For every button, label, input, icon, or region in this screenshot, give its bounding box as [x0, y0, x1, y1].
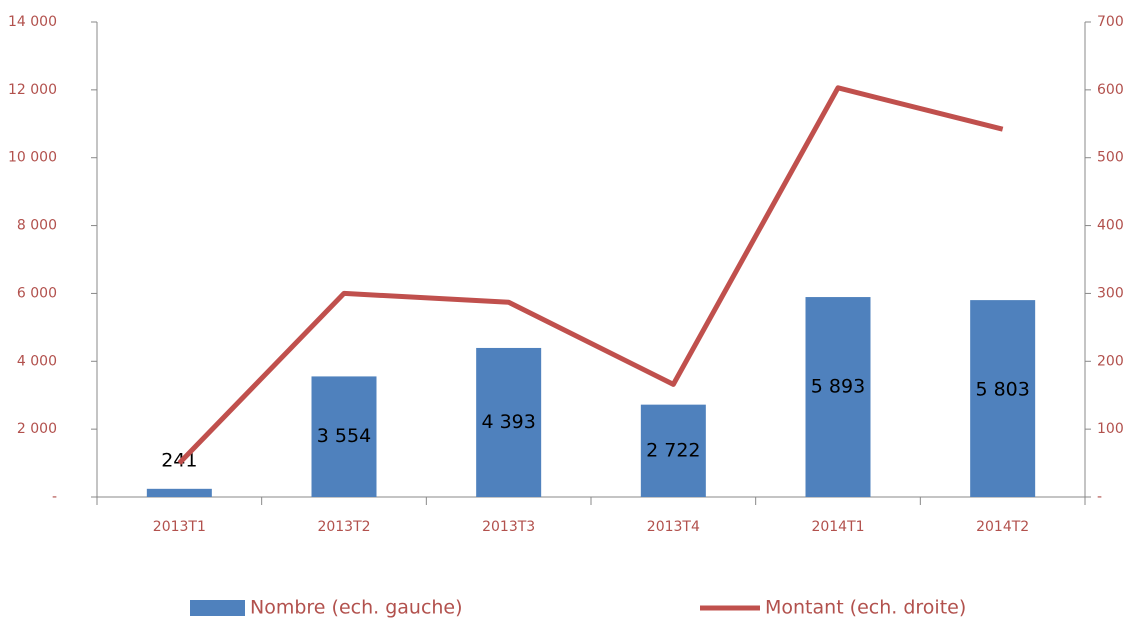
data-label: 5 803 — [975, 379, 1029, 401]
y-tick-label: - — [52, 489, 57, 505]
bar — [146, 488, 212, 497]
y2-tick-label: 500 — [1097, 150, 1124, 166]
y2-tick-label: 100 — [1097, 421, 1124, 437]
bar — [970, 300, 1036, 497]
y2-tick-label: 400 — [1097, 218, 1124, 234]
bar — [805, 297, 871, 497]
x-tick-label: 2013T1 — [153, 519, 206, 535]
legend-label: Montant (ech. droite) — [765, 597, 966, 619]
y2-tick-label: 600 — [1097, 82, 1124, 98]
y2-tick-label: - — [1097, 489, 1102, 505]
y2-tick-label: 300 — [1097, 285, 1124, 301]
y2-tick-label: 700 — [1097, 14, 1124, 30]
y-tick-label: 6 000 — [17, 285, 57, 301]
y2-tick-label: 200 — [1097, 353, 1124, 369]
data-label: 5 893 — [811, 376, 865, 398]
y-tick-label: 12 000 — [8, 82, 57, 98]
y-tick-label: 10 000 — [8, 150, 57, 166]
legend-swatch — [190, 600, 245, 616]
data-label: 4 393 — [481, 411, 535, 433]
y-tick-label: 4 000 — [17, 353, 57, 369]
y-tick-label: 8 000 — [17, 218, 57, 234]
line — [177, 85, 1004, 465]
x-tick-label: 2013T4 — [647, 519, 700, 535]
bar — [640, 404, 706, 497]
x-tick-label: 2014T2 — [976, 519, 1029, 535]
data-label: 2 722 — [646, 439, 700, 461]
bar — [311, 376, 377, 497]
y-tick-label: 14 000 — [8, 14, 57, 30]
x-tick-label: 2014T1 — [811, 519, 864, 535]
data-label: 3 554 — [317, 425, 371, 447]
y-tick-label: 2 000 — [17, 421, 57, 437]
legend-label: Nombre (ech. gauche) — [250, 597, 463, 619]
x-tick-label: 2013T2 — [317, 519, 370, 535]
bar — [476, 347, 542, 497]
x-tick-label: 2013T3 — [482, 519, 535, 535]
